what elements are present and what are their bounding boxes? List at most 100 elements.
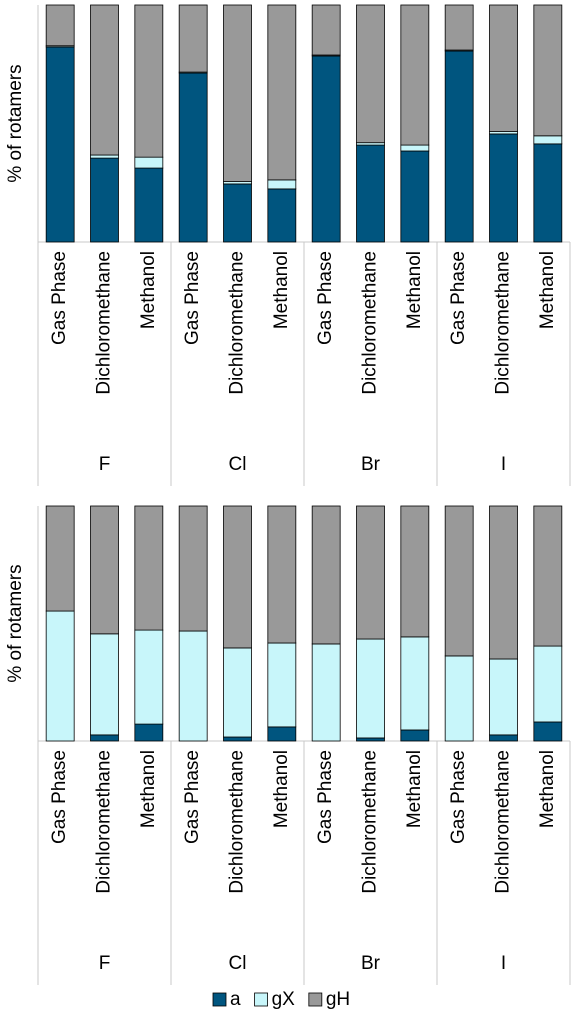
bar-segment: [45, 610, 75, 742]
bar-segment: [356, 638, 385, 739]
bar-segment: [489, 734, 518, 742]
x-tick-label: Dichloromethane: [360, 251, 381, 395]
bar-segment: [45, 46, 75, 243]
x-tick-label: Gas Phase: [49, 251, 70, 345]
bar-segment: [489, 4, 518, 132]
bar-segment: [267, 4, 297, 181]
legend-swatch: [308, 992, 323, 1007]
bar-segment: [223, 4, 252, 182]
bar-segment: [356, 737, 385, 742]
x-tick-label: Dichloromethane: [493, 251, 514, 395]
bar-segment: [356, 144, 385, 243]
legend-label: gH: [326, 989, 350, 1010]
x-tick-label: Dichloromethane: [360, 750, 381, 894]
bar-segment: [178, 630, 208, 742]
x-tick-label: Dichloromethane: [227, 750, 248, 894]
bar-segment: [533, 645, 563, 723]
y-axis-label: % of rotamers: [5, 564, 26, 682]
bar-segment: [489, 133, 518, 243]
bar-segment: [533, 4, 563, 137]
x-tick-label: Methanol: [537, 750, 558, 828]
bar-segment: [223, 183, 252, 243]
y-axis-label: % of rotamers: [5, 64, 26, 182]
bar-segment: [134, 156, 164, 169]
bar-segment: [400, 150, 430, 243]
bar-segment: [356, 505, 385, 640]
bar-segment: [533, 505, 563, 647]
group-label: Br: [361, 953, 381, 974]
bar-segment: [533, 135, 563, 145]
legend-swatch: [212, 992, 227, 1007]
x-tick-label: Gas Phase: [182, 750, 203, 844]
bar-segment: [45, 4, 75, 47]
x-tick-label: Dichloromethane: [94, 750, 115, 894]
bar-segment: [400, 144, 430, 152]
bar-segment: [444, 655, 474, 742]
group-label: I: [501, 953, 506, 974]
x-tick-label: Gas Phase: [315, 750, 336, 844]
bar-segment: [134, 723, 164, 742]
x-tick-label: Methanol: [404, 251, 425, 329]
group-label: F: [99, 953, 111, 974]
group-label: Br: [361, 454, 381, 475]
x-tick-label: Methanol: [138, 750, 159, 828]
bar-segment: [444, 50, 474, 243]
group-label: I: [501, 454, 506, 475]
bar-segment: [90, 154, 119, 159]
bar-segment: [311, 643, 341, 742]
bar-segment: [223, 647, 252, 738]
x-tick-label: Dichloromethane: [94, 251, 115, 395]
bar-segment: [400, 729, 430, 742]
bar-segment: [267, 642, 297, 728]
x-tick-label: Methanol: [537, 251, 558, 329]
bar-segment: [90, 734, 119, 742]
bar-segment: [356, 4, 385, 144]
bar-segment: [267, 726, 297, 742]
bar-segment: [45, 505, 75, 612]
legend-label: gX: [272, 989, 296, 1010]
x-tick-label: Dichloromethane: [227, 251, 248, 395]
bar-segment: [134, 4, 164, 158]
bar-segment: [311, 55, 341, 243]
bar-segment: [178, 4, 208, 73]
x-tick-label: Methanol: [271, 750, 292, 828]
bar-segment: [489, 658, 518, 736]
bar-segment: [311, 4, 341, 56]
group-label: Cl: [229, 953, 247, 974]
x-tick-label: Gas Phase: [315, 251, 336, 345]
x-tick-label: Methanol: [138, 251, 159, 329]
x-tick-label: Dichloromethane: [493, 750, 514, 894]
x-tick-label: Gas Phase: [448, 251, 469, 345]
x-tick-label: Gas Phase: [448, 750, 469, 844]
bar-segment: [533, 721, 563, 742]
bar-segment: [444, 505, 474, 657]
x-tick-label: Gas Phase: [182, 251, 203, 345]
bar-segment: [223, 505, 252, 649]
group-label: Cl: [229, 454, 247, 475]
bar-segment: [134, 505, 164, 631]
bar-segment: [311, 505, 341, 645]
bar-segment: [267, 188, 297, 243]
bar-segment: [134, 629, 164, 725]
x-tick-label: Gas Phase: [49, 750, 70, 844]
bar-segment: [400, 4, 430, 146]
bar-segment: [178, 505, 208, 632]
x-tick-label: Methanol: [404, 750, 425, 828]
bar-segment: [134, 167, 164, 243]
group-label: F: [99, 454, 111, 475]
bar-segment: [90, 505, 119, 635]
bar-segment: [267, 179, 297, 190]
bar-segment: [90, 633, 119, 736]
bar-segment: [223, 736, 252, 742]
bar-segment: [400, 636, 430, 731]
bar-segment: [444, 4, 474, 51]
bar-segment: [489, 505, 518, 660]
bar-segment: [400, 505, 430, 638]
bar-segment: [178, 72, 208, 243]
legend-label: a: [230, 989, 241, 1010]
legend-swatch: [254, 992, 268, 1007]
bar-segment: [267, 505, 297, 644]
bar-segment: [90, 4, 119, 156]
